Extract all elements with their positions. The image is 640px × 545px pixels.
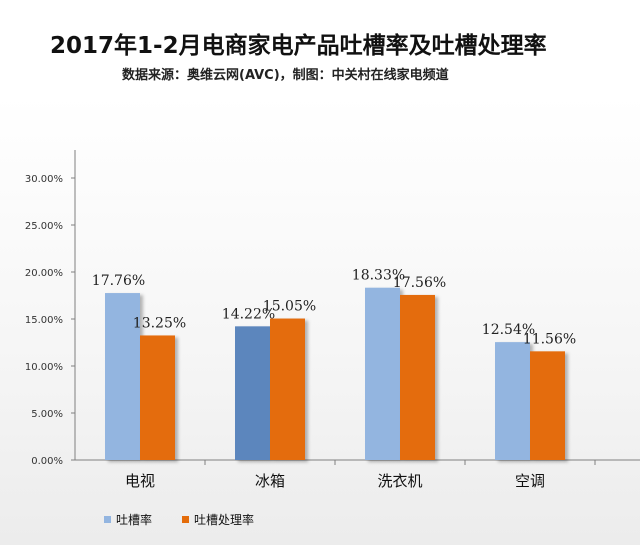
chart-subtitle: 数据来源：奥维云网(AVC)，制图：中关村在线家电频道 [122,68,449,83]
legend-label: 吐槽率 [116,512,152,527]
x-category-label: 电视 [125,472,155,490]
y-tick-label: 20.00% [25,268,63,279]
data-label-tucao-handling-rate: 17.56% [393,275,446,291]
bar-tucao-rate [105,293,140,460]
legend-tucao-rate: 吐槽率 [104,512,152,527]
bar-tucao-handling-rate [400,294,435,460]
chart-header: 2017年1-2月电商家电产品吐槽率及吐槽处理率 数据来源：奥维云网(AVC)，… [0,0,640,95]
y-tick-label: 30.00% [25,174,63,185]
bar-tucao-rate [235,326,270,460]
bar-tucao-rate [495,342,530,460]
x-category-label: 冰箱 [255,472,285,490]
data-label-tucao-handling-rate: 11.56% [523,331,576,347]
bar-tucao-handling-rate [530,351,565,460]
data-label-tucao-rate: 14.22% [222,306,275,322]
chart-title: 2017年1-2月电商家电产品吐槽率及吐槽处理率 [50,33,547,59]
legend-swatch [182,516,189,523]
x-category-label: 洗衣机 [377,472,422,490]
data-label-tucao-handling-rate: 15.05% [263,299,316,315]
legend-label: 吐槽处理率 [194,512,254,527]
y-tick-label: 10.00% [25,362,63,373]
data-label-tucao-handling-rate: 13.25% [133,315,186,331]
x-category-label: 空调 [515,472,545,490]
legend-swatch [104,516,111,523]
y-tick-label: 15.00% [25,315,63,326]
y-tick-label: 0.00% [31,456,63,467]
data-label-tucao-rate: 18.33% [352,268,405,284]
bar-tucao-handling-rate [140,335,175,460]
y-tick-label: 5.00% [31,409,63,420]
data-label-tucao-rate: 12.54% [482,322,535,338]
bar-tucao-handling-rate [270,318,305,460]
bar-tucao-rate [365,287,400,460]
data-label-tucao-rate: 17.76% [92,273,145,289]
legend-tucao-handling-rate: 吐槽处理率 [182,512,254,527]
y-tick-label: 25.00% [25,221,63,232]
